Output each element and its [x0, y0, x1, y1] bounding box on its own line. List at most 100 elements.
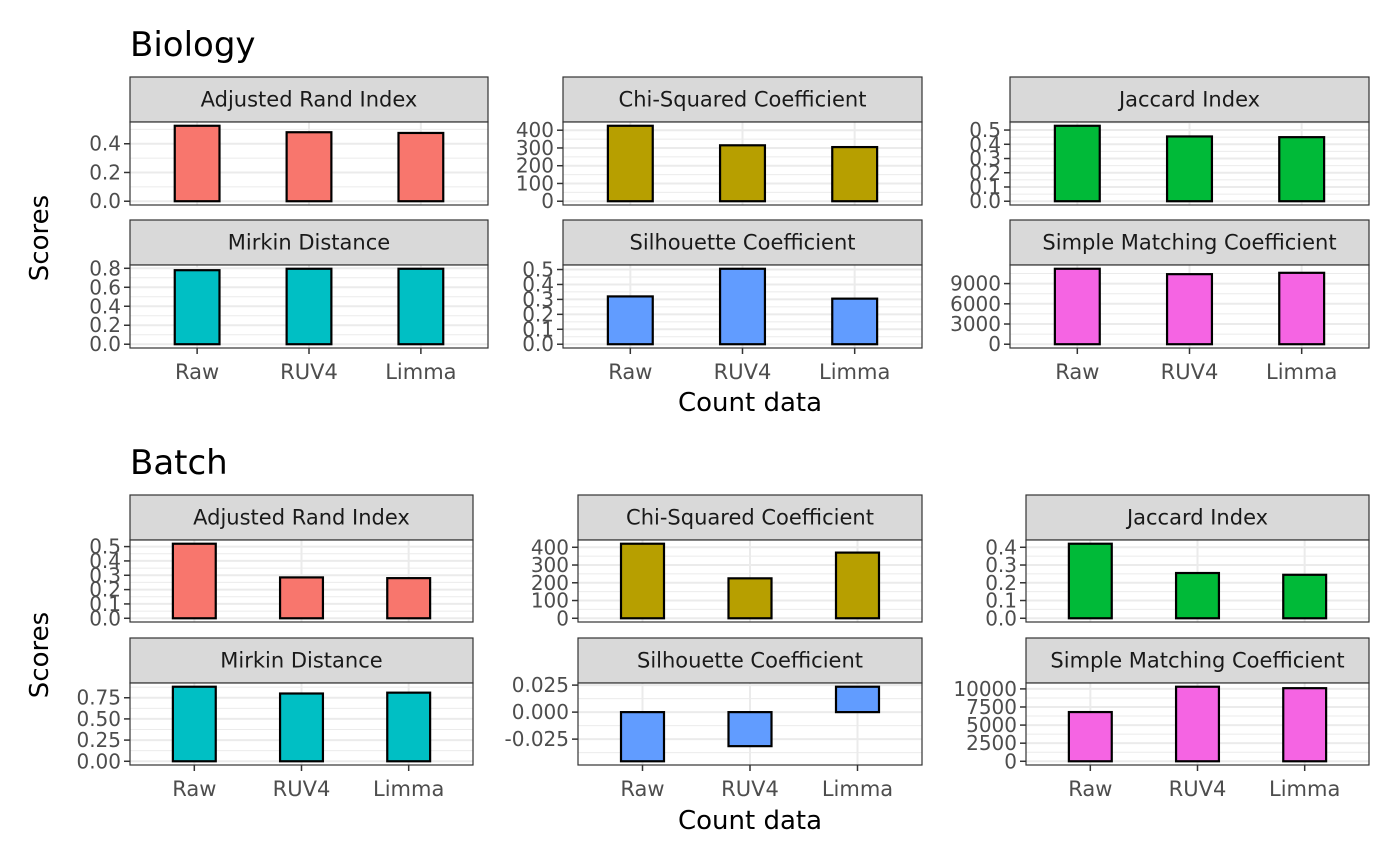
y-tick-label-biology-adjusted-rand-index: 0.4: [89, 132, 121, 156]
x-tick-label-batch-silhouette-coefficient-ruv4: RUV4: [721, 777, 779, 801]
strip-batch-chi-squared-coefficient: [577, 494, 923, 541]
strip-label-biology-silhouette-coefficient: Silhouette Coefficient: [629, 231, 855, 255]
bar-batch-adjusted-rand-index-limma: [386, 577, 432, 620]
x-tick-label-batch-mirkin-distance-ruv4: RUV4: [273, 777, 331, 801]
group-title-batch: Batch: [130, 443, 228, 483]
x-tick-label-biology-simple-matching-coefficient-ruv4: RUV4: [1161, 360, 1219, 384]
y-tick-label-batch-jaccard-index: 0.0: [985, 606, 1017, 630]
x-tick-label-biology-silhouette-coefficient-ruv4: RUV4: [714, 360, 772, 384]
y-tick-label-biology-mirkin-distance: 0.0: [89, 332, 121, 356]
y-tick-label-batch-jaccard-index: 0.3: [985, 553, 1017, 577]
y-axis-label-batch: Scores: [25, 612, 55, 698]
y-tick-label-batch-adjusted-rand-index: 0.4: [89, 549, 121, 573]
y-tick-label-biology-adjusted-rand-index: 0.2: [89, 160, 121, 184]
bar-biology-adjusted-rand-index-raw: [173, 124, 221, 203]
strip-label-biology-simple-matching-coefficient: Simple Matching Coefficient: [1042, 231, 1336, 255]
bar-biology-jaccard-index-limma: [1278, 136, 1326, 203]
y-tick-label-batch-mirkin-distance: 0.00: [76, 749, 121, 773]
y-tick-label-batch-simple-matching-coefficient: 0: [1004, 749, 1017, 773]
y-tick-label-batch-chi-squared-coefficient: 0: [556, 606, 569, 630]
bar-biology-simple-matching-coefficient-limma: [1278, 271, 1326, 346]
y-tick-label-biology-jaccard-index: 0.3: [969, 147, 1001, 171]
y-tick-label-batch-mirkin-distance: 0.25: [76, 728, 121, 752]
y-tick-label-biology-jaccard-index: 0.5: [969, 118, 1001, 142]
panel-biology-mirkin-distance: Mirkin Distance 0.00.20.40.60.8 Raw RUV4 Lim…: [89, 219, 489, 384]
bar-biology-mirkin-distance-limma: [397, 267, 445, 346]
y-tick-label-batch-chi-squared-coefficient: 200: [531, 571, 569, 595]
bar-batch-jaccard-index-limma: [1282, 573, 1328, 620]
y-tick-label-batch-chi-squared-coefficient: 400: [531, 535, 569, 559]
bar-biology-silhouette-coefficient-limma: [831, 297, 879, 346]
bar-batch-mirkin-distance-limma: [386, 691, 432, 763]
x-tick-label-biology-mirkin-distance-ruv4: RUV4: [280, 360, 338, 384]
bar-biology-chi-squared-coefficient-limma: [831, 145, 879, 203]
panel-batch-simple-matching-coefficient: Simple Matching Coefficient 0250050007500…: [953, 637, 1370, 801]
strip-label-biology-jaccard-index: Jaccard Index: [1117, 88, 1260, 112]
y-tick-label-batch-chi-squared-coefficient: 100: [531, 589, 569, 613]
strip-batch-simple-matching-coefficient: [1025, 637, 1370, 684]
facet-panels: Adjusted Rand Index0.00.20.4Chi-Squared …: [76, 76, 1370, 801]
panel-border-batch-adjusted-rand-index: [129, 539, 474, 623]
bar-batch-simple-matching-coefficient-raw: [1067, 710, 1113, 763]
panel-biology-simple-matching-coefficient: Simple Matching Coefficient 0300060009000…: [950, 219, 1370, 384]
bar-batch-simple-matching-coefficient-ruv4: [1174, 685, 1221, 763]
panel-border-biology-jaccard-index: [1009, 121, 1370, 206]
bar-biology-jaccard-index-ruv4: [1165, 135, 1214, 203]
panel-batch-jaccard-index: Jaccard Index 0.00.10.20.30.4: [985, 494, 1370, 630]
y-axis-label-biology: Scores: [25, 195, 55, 281]
bar-biology-mirkin-distance-ruv4: [285, 267, 333, 346]
bar-batch-adjusted-rand-index-ruv4: [278, 576, 325, 620]
bar-batch-silhouette-coefficient-ruv4: [727, 711, 773, 748]
strip-label-batch-simple-matching-coefficient: Simple Matching Coefficient: [1050, 649, 1344, 673]
bar-batch-chi-squared-coefficient-ruv4: [727, 577, 773, 620]
strip-biology-simple-matching-coefficient: [1009, 219, 1370, 266]
y-tick-label-batch-mirkin-distance: 0.75: [76, 686, 121, 710]
panel-border-batch-chi-squared-coefficient: [577, 539, 923, 623]
y-tick-label-biology-simple-matching-coefficient: 6000: [950, 292, 1001, 316]
x-tick-label-biology-mirkin-distance-limma: Limma: [385, 360, 456, 384]
strip-biology-mirkin-distance: [129, 219, 489, 266]
strip-label-batch-adjusted-rand-index: Adjusted Rand Index: [193, 506, 410, 530]
y-tick-label-batch-chi-squared-coefficient: 300: [531, 553, 569, 577]
bar-batch-silhouette-coefficient-raw: [619, 711, 666, 763]
bar-biology-adjusted-rand-index-ruv4: [285, 131, 333, 203]
bar-batch-adjusted-rand-index-raw: [171, 542, 217, 620]
x-tick-label-batch-mirkin-distance-raw: Raw: [172, 777, 216, 801]
strip-label-batch-mirkin-distance: Mirkin Distance: [220, 649, 382, 673]
bar-biology-silhouette-coefficient-raw: [606, 295, 654, 346]
bar-batch-silhouette-coefficient-limma: [834, 685, 881, 714]
y-tick-label-biology-simple-matching-coefficient: 9000: [950, 272, 1001, 296]
bar-biology-simple-matching-coefficient-ruv4: [1165, 273, 1214, 346]
y-tick-label-batch-adjusted-rand-index: 0.3: [89, 563, 121, 587]
strip-batch-adjusted-rand-index: [129, 494, 474, 541]
y-tick-label-batch-jaccard-index: 0.1: [985, 589, 1017, 613]
strip-biology-silhouette-coefficient: [562, 219, 923, 266]
strip-label-biology-mirkin-distance: Mirkin Distance: [228, 231, 390, 255]
y-tick-label-batch-simple-matching-coefficient: 7500: [966, 695, 1017, 719]
strip-biology-chi-squared-coefficient: [562, 76, 923, 123]
bar-biology-adjusted-rand-index-limma: [397, 131, 445, 203]
x-axis-label-batch: Count data: [678, 806, 822, 836]
bar-biology-simple-matching-coefficient-raw: [1053, 267, 1101, 346]
y-tick-label-batch-jaccard-index: 0.2: [985, 571, 1017, 595]
bar-biology-silhouette-coefficient-ruv4: [718, 267, 767, 346]
panel-border-batch-jaccard-index: [1025, 539, 1370, 623]
y-tick-label-biology-silhouette-coefficient: 0.1: [522, 317, 554, 341]
strip-biology-jaccard-index: [1009, 76, 1370, 123]
y-tick-label-biology-chi-squared-coefficient: 100: [516, 171, 554, 195]
bar-batch-simple-matching-coefficient-limma: [1282, 687, 1328, 763]
panel-biology-adjusted-rand-index: Adjusted Rand Index 0.0 0.2 0.4: [89, 76, 489, 213]
x-tick-label-batch-simple-matching-coefficient-raw: Raw: [1068, 777, 1112, 801]
bar-biology-mirkin-distance-raw: [173, 269, 221, 346]
y-tick-label-biology-simple-matching-coefficient: 3000: [950, 312, 1001, 336]
bar-batch-mirkin-distance-raw: [171, 685, 217, 763]
y-tick-label-biology-mirkin-distance: 0.8: [89, 256, 121, 280]
panel-batch-mirkin-distance: Mirkin Distance 0.000.250.500.75 Raw RUV4 Li…: [76, 637, 474, 801]
y-tick-label-batch-adjusted-rand-index: 0.1: [89, 592, 121, 616]
panel-batch-adjusted-rand-index: Adjusted Rand Index 0.00.10.20.30.40.5: [89, 494, 474, 630]
y-tick-label-biology-chi-squared-coefficient: 300: [516, 136, 554, 160]
strip-label-batch-silhouette-coefficient: Silhouette Coefficient: [637, 649, 863, 673]
